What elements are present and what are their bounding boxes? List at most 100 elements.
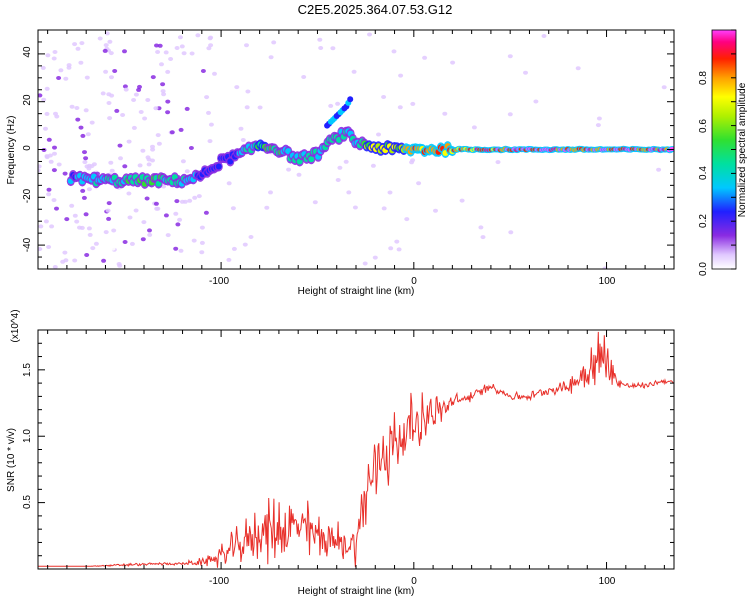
- noise-speckle: [335, 178, 341, 182]
- noise-speckle: [43, 219, 49, 224]
- noise-speckle: [369, 204, 375, 208]
- noise-speckle: [309, 30, 315, 33]
- noise-speckle: [77, 225, 82, 230]
- noise-speckle: [206, 110, 211, 115]
- noise-speckle: [46, 187, 52, 192]
- noise-speckle: [136, 87, 142, 92]
- noise-speckle: [93, 84, 99, 89]
- noise-speckle: [80, 188, 86, 193]
- noise-speckle: [165, 233, 171, 238]
- noise-speckle: [131, 125, 137, 130]
- noise-speckle: [51, 56, 57, 61]
- y-axis-label: SNR (10 * v/v): [6, 428, 17, 492]
- noise-speckle: [38, 224, 44, 229]
- x-axis-label: Height of straight line (km): [298, 586, 415, 597]
- noise-speckle: [63, 53, 69, 58]
- noise-speckle: [101, 258, 107, 263]
- y-tick-label: 1.5: [22, 363, 33, 377]
- noise-speckle: [157, 43, 163, 48]
- noise-speckle: [44, 111, 50, 116]
- noise-speckle: [111, 228, 117, 233]
- noise-speckle: [155, 133, 161, 138]
- noise-speckle: [142, 116, 148, 121]
- ridge-point: [227, 158, 234, 165]
- noise-speckle: [184, 106, 190, 111]
- noise-speckle: [78, 60, 84, 65]
- noise-speckle: [178, 248, 184, 253]
- noise-speckle: [370, 163, 376, 168]
- noise-speckle: [80, 133, 86, 138]
- noise-speckle: [346, 190, 352, 195]
- noise-speckle: [248, 235, 254, 239]
- noise-speckle: [138, 110, 144, 114]
- noise-speckle: [226, 136, 232, 141]
- noise-speckle: [56, 238, 62, 243]
- noise-speckle: [90, 246, 96, 251]
- y-tick-label: 20: [22, 94, 33, 106]
- noise-speckle: [387, 169, 393, 174]
- noise-speckle: [62, 171, 68, 176]
- snr-marks: [38, 331, 674, 568]
- colorbar: 0.0 0.2 0.4 0.6 0.8 Normalized spectral …: [698, 29, 748, 276]
- noise-speckle: [296, 172, 302, 177]
- noise-speckle: [180, 159, 186, 164]
- colorbar-label: Normalized spectral amplitude: [737, 82, 748, 217]
- noise-speckle: [84, 164, 90, 169]
- noise-speckle: [169, 46, 174, 50]
- noise-speckle: [48, 159, 54, 164]
- noise-speckle: [105, 208, 111, 213]
- noise-speckle: [69, 104, 75, 109]
- noise-speckle: [378, 253, 384, 258]
- noise-speckle: [208, 122, 214, 127]
- noise-speckle: [107, 39, 113, 44]
- noise-speckle: [53, 111, 58, 116]
- noise-speckle: [106, 201, 112, 206]
- noise-speckle: [74, 106, 80, 110]
- noise-speckle: [343, 159, 349, 164]
- noise-speckle: [433, 208, 438, 213]
- noise-speckle: [471, 125, 477, 130]
- noise-speckle: [156, 116, 162, 121]
- noise-speckle: [195, 33, 201, 38]
- noise-speckle: [244, 43, 249, 48]
- noise-speckle: [97, 237, 103, 242]
- noise-speckle: [351, 69, 357, 74]
- noise-speckle: [103, 230, 109, 235]
- noise-speckle: [243, 69, 249, 74]
- noise-speckle: [197, 88, 203, 92]
- noise-speckle: [596, 116, 602, 121]
- noise-speckle: [163, 213, 169, 218]
- noise-speckle: [49, 224, 55, 229]
- y-tick-labels: -40 -20 0 20 40: [22, 46, 33, 252]
- noise-speckle: [140, 237, 146, 242]
- noise-speckle: [387, 190, 393, 195]
- noise-speckle: [79, 41, 85, 46]
- noise-speckle: [187, 198, 193, 203]
- noise-speckle: [52, 50, 58, 54]
- noise-speckle: [174, 199, 180, 204]
- noise-speckle: [204, 121, 210, 126]
- noise-speckle: [159, 62, 164, 67]
- noise-speckle: [156, 141, 162, 146]
- noise-speckle: [248, 175, 254, 180]
- noise-speckle: [531, 125, 537, 130]
- noise-speckle: [317, 37, 323, 42]
- noise-speckle: [63, 76, 69, 81]
- noise-speckle: [188, 146, 194, 150]
- noise-speckle: [110, 246, 116, 251]
- noise-speckle: [362, 261, 368, 266]
- heatmap-marks: [38, 30, 674, 269]
- noise-speckle: [208, 43, 214, 48]
- noise-speckle: [199, 250, 205, 255]
- noise-speckle: [507, 54, 513, 59]
- noise-speckle: [480, 235, 486, 240]
- noise-speckle: [46, 192, 52, 197]
- noise-speckle: [46, 137, 52, 142]
- noise-speckle: [83, 212, 89, 217]
- y-axis-label: Frequency (Hz): [6, 116, 17, 185]
- noise-speckle: [595, 123, 601, 128]
- noise-speckle: [87, 232, 93, 237]
- noise-speckle: [212, 71, 217, 76]
- noise-speckle: [54, 206, 59, 211]
- noise-speckle: [396, 247, 402, 252]
